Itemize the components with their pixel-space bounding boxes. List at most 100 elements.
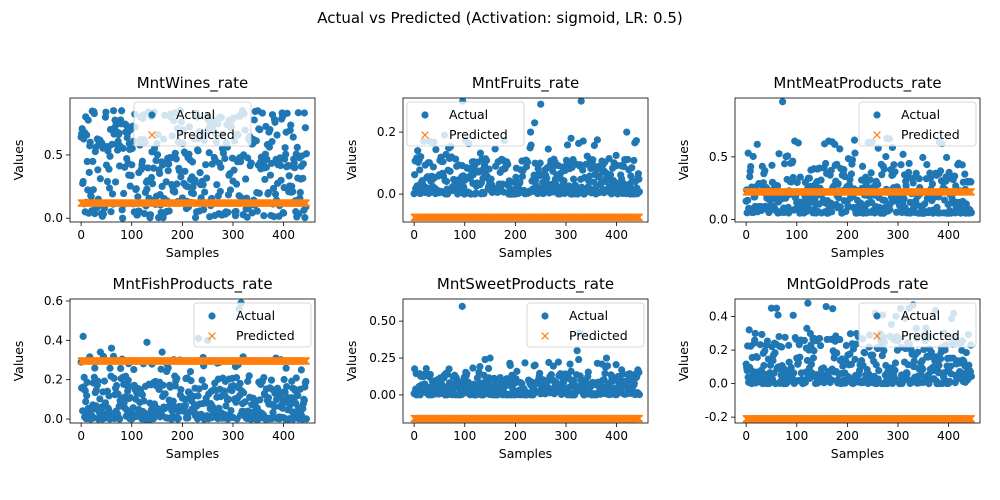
y-tick-label: 0.25	[369, 351, 396, 365]
actual-point	[201, 382, 209, 391]
actual-point	[89, 186, 97, 194]
actual-point	[785, 341, 793, 349]
actual-point	[635, 175, 643, 183]
actual-point	[914, 348, 922, 356]
actual-point	[473, 374, 482, 382]
actual-point	[191, 176, 199, 184]
actual-point	[967, 209, 975, 217]
actual-point	[858, 162, 867, 171]
actual-point	[269, 184, 278, 193]
actual-point	[482, 157, 491, 165]
actual-point	[89, 157, 97, 166]
actual-point	[518, 172, 527, 180]
actual-point	[156, 169, 164, 177]
actual-point	[567, 367, 575, 375]
actual-point	[276, 161, 285, 170]
actual-point	[118, 107, 126, 115]
actual-point	[270, 403, 279, 411]
actual-point	[836, 145, 844, 153]
actual-point	[79, 332, 87, 340]
actual-point	[295, 210, 303, 218]
actual-point	[775, 150, 783, 158]
y-tick-label: 0.0	[709, 212, 728, 226]
actual-point	[850, 136, 859, 144]
actual-point	[910, 357, 918, 365]
actual-point	[438, 381, 447, 389]
legend-actual-label: Actual	[901, 107, 940, 122]
actual-point	[165, 160, 173, 168]
actual-point	[751, 329, 759, 338]
legend-predicted-marker	[541, 332, 549, 340]
actual-point	[805, 174, 814, 182]
actual-point	[277, 176, 285, 184]
actual-point	[250, 116, 258, 124]
axes-frame	[402, 97, 649, 223]
actual-point	[596, 172, 604, 180]
actual-point	[161, 390, 169, 398]
actual-point	[463, 370, 471, 378]
actual-point	[297, 366, 305, 374]
actual-point	[439, 158, 447, 166]
actual-point	[153, 151, 162, 159]
actual-point	[426, 370, 434, 379]
actual-point	[521, 359, 529, 367]
x-tick-label: 300	[555, 429, 578, 443]
actual-point	[593, 136, 601, 144]
actual-point	[267, 376, 276, 384]
actual-point	[83, 131, 91, 139]
actual-point	[905, 168, 913, 176]
actual-point	[293, 143, 301, 151]
actual-point	[924, 353, 932, 361]
y-tick-label: 0.6	[44, 294, 63, 308]
actual-point	[602, 354, 611, 362]
actual-point	[291, 164, 299, 172]
actual-point	[487, 175, 495, 183]
actual-point	[158, 348, 166, 356]
actual-point	[576, 161, 584, 169]
actual-point	[268, 138, 276, 146]
actual-point	[302, 415, 310, 423]
actual-point	[411, 171, 419, 179]
actual-point	[260, 373, 268, 382]
actual-point	[110, 374, 118, 382]
legend-actual-marker	[421, 111, 429, 119]
actual-point	[880, 165, 888, 173]
actual-point	[900, 195, 908, 203]
actual-point	[634, 170, 642, 178]
actual-point	[928, 180, 937, 188]
x-tick-label: 200	[504, 429, 527, 443]
actual-point	[777, 343, 786, 351]
actual-point	[767, 304, 776, 312]
legend-actual-label: Actual	[449, 107, 488, 122]
actual-point	[612, 361, 620, 369]
actual-point	[201, 188, 209, 196]
actual-point	[577, 98, 585, 105]
actual-point	[265, 143, 274, 151]
actual-point	[491, 145, 499, 153]
predicted-marker	[302, 199, 311, 207]
actual-point	[128, 144, 136, 153]
actual-point	[236, 379, 244, 388]
actual-point	[840, 166, 848, 174]
actual-point	[285, 172, 293, 180]
actual-point	[221, 154, 229, 163]
actual-point	[227, 406, 235, 415]
actual-point	[232, 207, 240, 216]
actual-point	[800, 336, 808, 345]
actual-point	[106, 152, 114, 160]
actual-point	[563, 141, 572, 149]
actual-point	[222, 402, 230, 410]
actual-point	[446, 167, 454, 175]
actual-point	[848, 156, 857, 164]
x-tick-label: 100	[120, 228, 143, 242]
actual-point	[836, 203, 844, 211]
actual-point	[886, 205, 894, 214]
actual-point	[299, 160, 307, 168]
actual-point	[100, 377, 109, 385]
actual-point	[164, 364, 172, 372]
actual-point	[217, 163, 225, 171]
predicted-marker	[635, 213, 644, 222]
actual-point	[744, 196, 752, 204]
